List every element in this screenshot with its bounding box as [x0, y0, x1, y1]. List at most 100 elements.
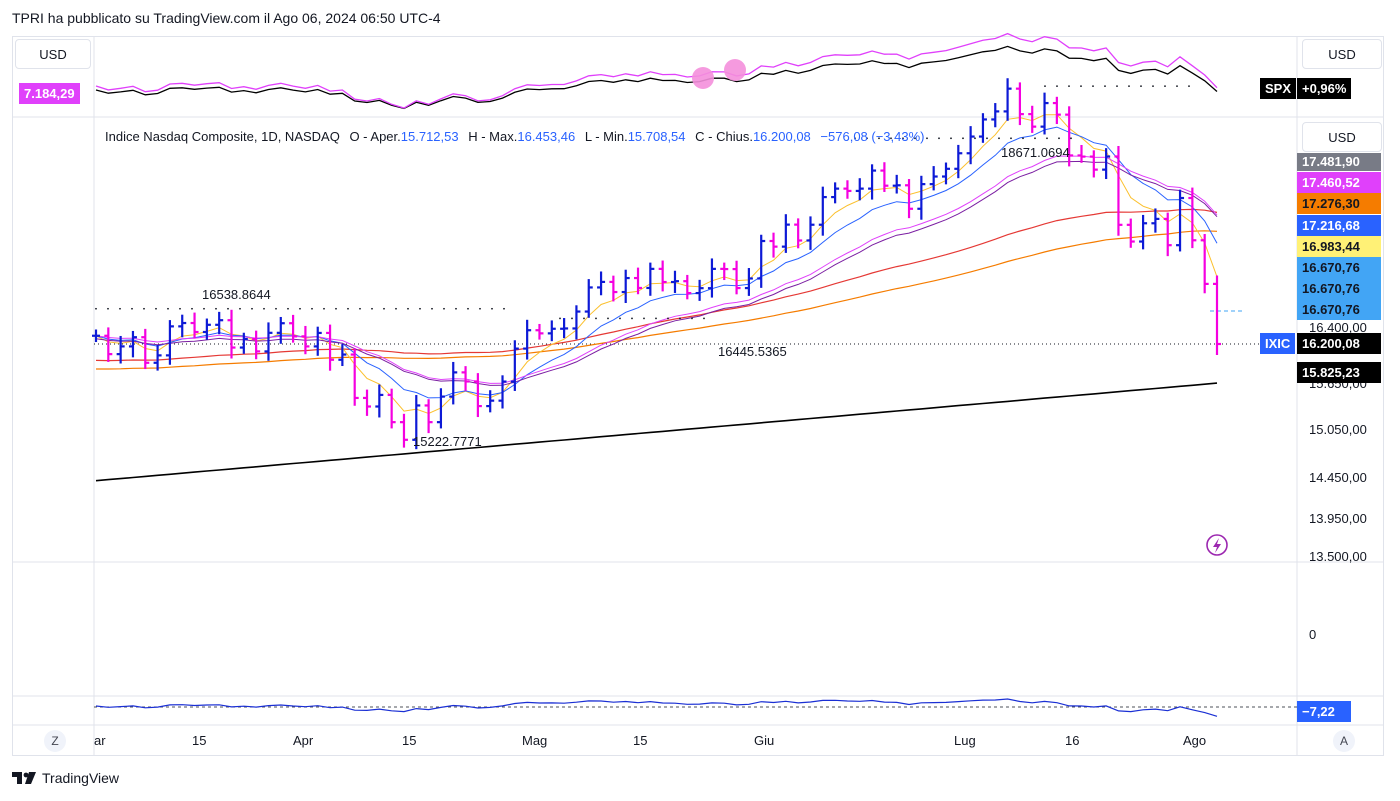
- level-dot: [155, 307, 157, 310]
- ixic-compare-line: [95, 32, 1218, 109]
- x-tick: ar: [94, 733, 106, 748]
- price-label: 17.460,52: [1297, 172, 1381, 193]
- level-dot: [347, 307, 349, 310]
- level-dot: [631, 317, 633, 320]
- x-tick: 15: [633, 733, 648, 748]
- ema-line-21: [95, 160, 1218, 386]
- price-tick: 14.450,00: [1309, 470, 1367, 485]
- level-dot: [311, 307, 313, 310]
- level-dot: [691, 317, 693, 320]
- level-dot: [119, 307, 121, 310]
- level-dot: [455, 307, 457, 310]
- price-tick: 15.050,00: [1309, 422, 1367, 437]
- currency-button-left[interactable]: USD: [15, 39, 91, 69]
- x-tick: Mag: [522, 733, 548, 748]
- level-dot: [619, 317, 621, 320]
- level-dot: [191, 307, 193, 310]
- level-dot: [107, 307, 109, 310]
- annotation-high-1: 16538.8644: [202, 287, 271, 302]
- level-dot: [667, 317, 669, 320]
- level-dot: [263, 307, 265, 310]
- price-label: 17.216,68: [1297, 215, 1381, 236]
- legend-high-value: 16.453,46: [517, 129, 576, 144]
- level-dot: [1046, 137, 1048, 140]
- level-dot: [1080, 85, 1082, 88]
- x-tick: Giu: [754, 733, 775, 748]
- legend-low-label: L - Min.: [584, 129, 628, 144]
- level-dot: [986, 137, 988, 140]
- compare-left-value: 7.184,29: [19, 83, 80, 104]
- level-dot: [1152, 85, 1154, 88]
- level-dot: [998, 137, 1000, 140]
- level-dot: [1044, 85, 1046, 88]
- auto-scale-button[interactable]: A: [1333, 730, 1355, 752]
- price-tick: 13.950,00: [1309, 511, 1367, 526]
- indicator-line: [95, 698, 1218, 717]
- ema-line-10: [95, 126, 1218, 399]
- sma200-price-label: 15.825,23: [1297, 362, 1381, 383]
- level-dot: [1116, 85, 1118, 88]
- spx-compare-line: [95, 45, 1218, 110]
- level-dot: [962, 137, 964, 140]
- level-dot: [655, 317, 657, 320]
- level-dot: [1176, 85, 1178, 88]
- level-dot: [371, 307, 373, 310]
- level-dot: [383, 307, 385, 310]
- price-tick: 16.400,00: [1309, 320, 1367, 335]
- x-tick: Ago: [1183, 733, 1207, 748]
- level-dot: [227, 307, 229, 310]
- legend-change-value: −576,08 (−3,43%): [820, 129, 925, 144]
- price-label: 16.670,76: [1297, 257, 1381, 278]
- currency-button-main[interactable]: USD: [1302, 122, 1382, 152]
- legend-high-label: H - Max.: [468, 129, 518, 144]
- footer-brand: TradingView: [12, 770, 119, 786]
- level-dot: [854, 137, 856, 140]
- level-dot: [239, 307, 241, 310]
- annotation-high-2: 18671.0694: [1001, 145, 1070, 160]
- level-dot: [407, 307, 409, 310]
- level-dot: [607, 317, 609, 320]
- legend-close-value: 16.200,08: [752, 129, 811, 144]
- level-dot: [902, 137, 904, 140]
- compare-marker[interactable]: [724, 59, 746, 81]
- legend-low-value: 15.708,54: [627, 129, 686, 144]
- compare-marker[interactable]: [692, 67, 714, 89]
- flash-icon-bolt: [1213, 538, 1221, 553]
- level-dot: [1056, 85, 1058, 88]
- level-dot: [431, 307, 433, 310]
- level-dot: [890, 137, 892, 140]
- level-dot: [938, 137, 940, 140]
- level-dot: [914, 137, 916, 140]
- ema-line-5: [95, 114, 1218, 415]
- flash-icon[interactable]: [1206, 534, 1228, 556]
- level-dot: [926, 137, 928, 140]
- level-dot: [467, 307, 469, 310]
- level-dot: [571, 317, 573, 320]
- legend-symbol-name[interactable]: Indice Nasdaq Composite, 1D, NASDAQ: [105, 129, 340, 144]
- level-dot: [1058, 137, 1060, 140]
- level-dot: [679, 317, 681, 320]
- indicator-value-label: −7,22: [1297, 701, 1351, 722]
- level-dot: [131, 307, 133, 310]
- legend-open-value: 15.712,53: [400, 129, 459, 144]
- level-dot: [1128, 85, 1130, 88]
- level-dot: [275, 307, 277, 310]
- level-dot: [1070, 137, 1072, 140]
- level-dot: [203, 307, 205, 310]
- level-dot: [1010, 137, 1012, 140]
- level-dot: [583, 317, 585, 320]
- price-label: 16.670,76: [1297, 299, 1381, 320]
- level-dot: [443, 307, 445, 310]
- level-dot: [1140, 85, 1142, 88]
- price-label: 17.481,90: [1297, 153, 1381, 171]
- ma-line-sma-200: [95, 382, 1218, 482]
- lower-pane-zero: 0: [1309, 627, 1317, 642]
- publisher-header: TPRI ha pubblicato su TradingView.com il…: [12, 10, 441, 26]
- spx-symbol-badge: SPX: [1260, 78, 1297, 99]
- zoom-button[interactable]: Z: [44, 730, 66, 752]
- level-dot: [335, 307, 337, 310]
- currency-button-right[interactable]: USD: [1302, 39, 1382, 69]
- level-dot: [1092, 85, 1094, 88]
- x-tick: 15: [402, 733, 417, 748]
- level-dot: [251, 307, 253, 310]
